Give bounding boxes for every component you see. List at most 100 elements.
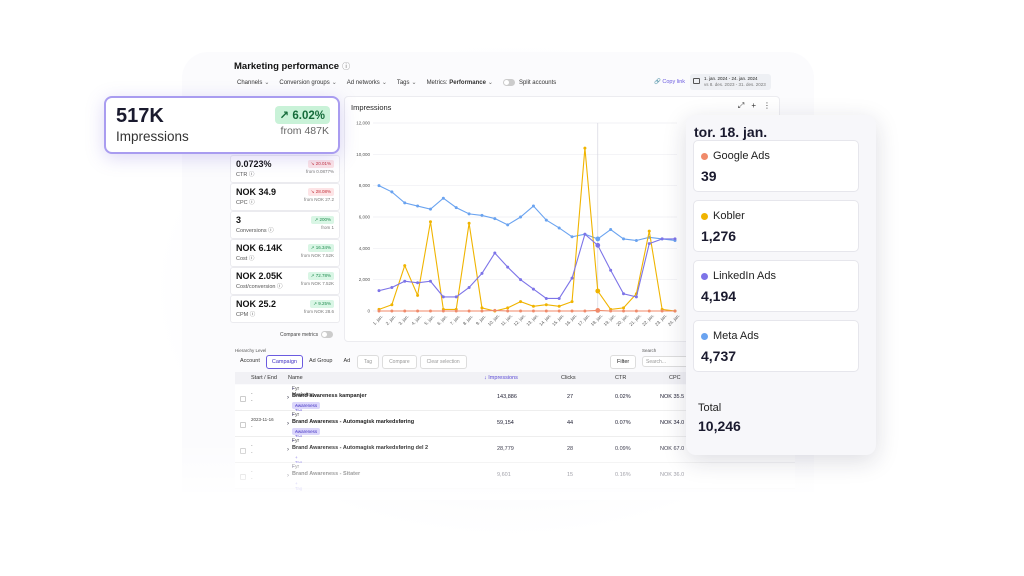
add-tag-button[interactable]: + Tag — [295, 481, 303, 491]
data-point[interactable] — [441, 196, 445, 200]
data-point[interactable] — [480, 271, 484, 275]
data-point[interactable] — [622, 309, 626, 313]
date-range-picker[interactable]: 1. jan. 2024 - 24. jan. 2024 vs 8. des. … — [690, 74, 771, 90]
data-point[interactable] — [531, 304, 535, 308]
data-point[interactable] — [390, 286, 394, 289]
data-point[interactable] — [519, 309, 523, 313]
filter-ad-networks[interactable]: Ad networks ⌄ — [346, 80, 387, 86]
add-tag-button[interactable]: + Tag — [295, 403, 302, 413]
data-point[interactable] — [454, 206, 458, 210]
data-point[interactable] — [660, 309, 664, 313]
filter-channels[interactable]: Channels ⌄ — [237, 80, 270, 86]
data-point[interactable] — [583, 232, 587, 236]
data-point[interactable] — [622, 292, 626, 296]
data-point[interactable] — [428, 220, 432, 224]
data-point[interactable] — [428, 279, 432, 283]
filter-button[interactable]: Filter — [610, 355, 637, 369]
metric-card[interactable]: 0.0723% CTR ⓘ ↘ 20.01% from 0.0877% — [230, 155, 340, 183]
data-point[interactable] — [519, 300, 523, 304]
metric-card[interactable]: 3 Conversions ⓘ ↗ 200% from 1 — [230, 211, 340, 239]
data-point[interactable] — [428, 309, 432, 313]
data-point[interactable] — [557, 309, 561, 313]
data-point[interactable] — [416, 309, 420, 313]
data-point[interactable] — [583, 146, 587, 150]
clear-selection-button[interactable]: Clear selection — [419, 355, 467, 369]
data-point[interactable] — [595, 307, 601, 313]
data-point[interactable] — [557, 296, 561, 300]
data-point[interactable] — [441, 295, 445, 299]
data-point[interactable] — [390, 309, 394, 313]
data-point[interactable] — [544, 218, 548, 222]
col-name[interactable]: Name — [288, 375, 303, 381]
data-point[interactable] — [609, 309, 613, 313]
data-point[interactable] — [519, 215, 523, 219]
data-point[interactable] — [467, 221, 471, 225]
col-cpc[interactable]: CPC — [669, 375, 681, 381]
metric-card[interactable]: NOK 2.05K Cost/conversion ⓘ ↗ 72.78% from N… — [230, 267, 340, 295]
data-point[interactable] — [416, 281, 420, 285]
data-point[interactable] — [377, 184, 381, 188]
metric-card[interactable]: NOK 25.2 CPM ⓘ ↗ 9.25% from NOK 28.6 — [230, 295, 340, 323]
data-point[interactable] — [467, 212, 471, 216]
row-name[interactable]: Brand Awareness - Automagisk markedsføri… — [292, 419, 415, 425]
compare-button[interactable]: Compare — [382, 355, 417, 369]
row-name[interactable]: Brand Awareness - Sitater — [292, 471, 361, 477]
split-accounts-toggle[interactable]: Split accounts — [502, 79, 556, 86]
data-point[interactable] — [622, 237, 626, 241]
expand-icon[interactable]: ⤢ — [737, 101, 745, 110]
toggle-switch[interactable] — [502, 79, 515, 86]
chevron-right-icon[interactable]: › — [287, 395, 289, 401]
data-point[interactable] — [634, 239, 638, 242]
tag-chip[interactable]: Awareness — [292, 428, 321, 435]
data-point[interactable] — [467, 309, 471, 313]
row-checkbox[interactable] — [240, 474, 246, 480]
more-icon[interactable]: ⋮ — [763, 101, 771, 110]
data-point[interactable] — [428, 207, 432, 211]
data-point[interactable] — [506, 265, 510, 269]
col-ctr[interactable]: CTR — [615, 375, 627, 381]
data-point[interactable] — [377, 309, 381, 313]
data-point[interactable] — [531, 204, 535, 208]
data-point[interactable] — [673, 309, 677, 313]
data-point[interactable] — [647, 309, 651, 313]
info-icon[interactable]: ⓘ — [342, 62, 351, 71]
data-point[interactable] — [403, 309, 407, 313]
tag-button[interactable]: Tag — [357, 355, 380, 369]
tag-chip[interactable]: Awareness — [292, 402, 321, 409]
data-point[interactable] — [544, 296, 548, 300]
filter-metrics[interactable]: Metrics: Performance ⌄ — [426, 80, 493, 86]
data-point[interactable] — [583, 309, 587, 313]
data-point[interactable] — [570, 276, 574, 280]
copy-link-button[interactable]: 🔗 Copy link — [654, 79, 686, 85]
data-point[interactable] — [647, 242, 651, 246]
toggle-switch[interactable] — [321, 331, 334, 338]
data-point[interactable] — [390, 190, 394, 194]
impressions-kpi-card[interactable]: 517K Impressions ↗ 6.02% from 487K — [104, 96, 340, 154]
row-name[interactable]: Brand awareness kampanjer — [292, 393, 367, 399]
compare-metrics-toggle[interactable]: Compare metrics — [280, 331, 334, 338]
data-point[interactable] — [622, 306, 626, 310]
data-point[interactable] — [454, 295, 458, 299]
data-point[interactable] — [673, 237, 677, 241]
data-point[interactable] — [390, 303, 394, 307]
chart-canvas[interactable]: 0 2,000 4,000 6,000 8,000 10,000 12,000 1. jan.… — [345, 97, 781, 343]
data-point[interactable] — [660, 237, 664, 241]
metric-card[interactable]: NOK 6.14K Cost ⓘ ↗ 16.34% from NOK 7.52K — [230, 239, 340, 267]
col-impressions[interactable]: ↓ Impressions — [484, 375, 518, 381]
add-tag-button[interactable]: + Tag — [295, 429, 302, 439]
search-input[interactable]: Search... — [642, 356, 692, 367]
data-point[interactable] — [570, 300, 574, 304]
level-campaign[interactable]: Campaign — [265, 355, 303, 369]
table-row[interactable]: - - › ▪ Fyr Brand Awareness - Sitater + Tag 9,… — [235, 463, 795, 491]
data-point[interactable] — [570, 309, 574, 313]
filter-tags[interactable]: Tags ⌄ — [396, 80, 417, 86]
data-point[interactable] — [570, 235, 574, 239]
data-point[interactable] — [480, 309, 484, 313]
data-point[interactable] — [557, 304, 561, 308]
row-checkbox[interactable] — [240, 422, 246, 428]
data-point[interactable] — [441, 309, 445, 313]
data-point[interactable] — [493, 308, 497, 312]
level-ad[interactable]: Ad — [343, 358, 351, 364]
col-start-end[interactable]: Start / End — [251, 375, 277, 381]
data-point[interactable] — [506, 306, 510, 310]
